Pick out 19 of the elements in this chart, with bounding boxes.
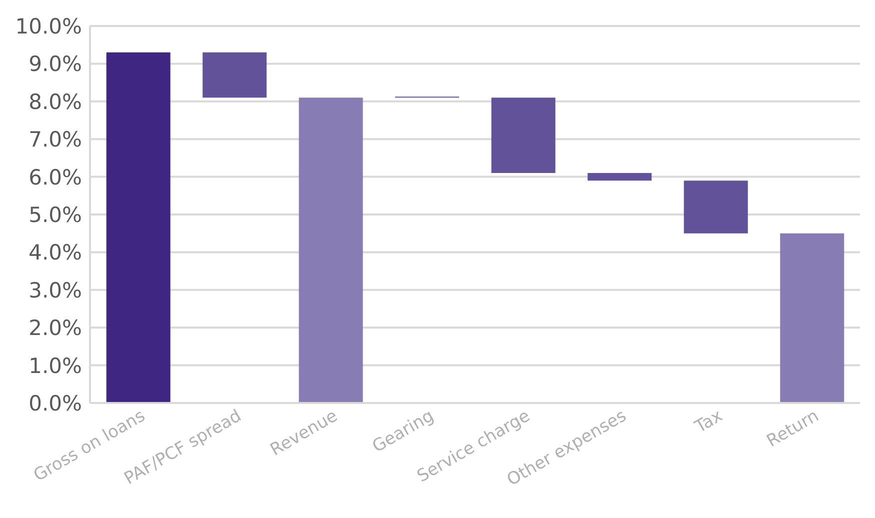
bar: [588, 173, 652, 181]
y-tick-label: 5.0%: [28, 202, 82, 227]
y-tick-label: 9.0%: [28, 52, 82, 76]
bar: [780, 233, 844, 403]
y-tick-label: 3.0%: [28, 278, 82, 302]
y-tick-label: 10.0%: [15, 14, 82, 38]
y-tick-label: 8.0%: [28, 90, 82, 114]
y-tick-label: 1.0%: [28, 354, 82, 378]
bar: [202, 52, 267, 98]
y-tick-label: 4.0%: [28, 240, 82, 265]
bar: [684, 180, 748, 234]
y-tick-label: 7.0%: [28, 128, 82, 152]
bar: [298, 98, 363, 403]
bar: [106, 52, 170, 403]
y-tick-label: 2.0%: [28, 316, 82, 340]
x-tick-label: Tax: [690, 406, 726, 438]
y-tick-label: 6.0%: [28, 165, 82, 190]
bar: [491, 98, 556, 174]
y-tick-label: 0.0%: [28, 391, 82, 416]
